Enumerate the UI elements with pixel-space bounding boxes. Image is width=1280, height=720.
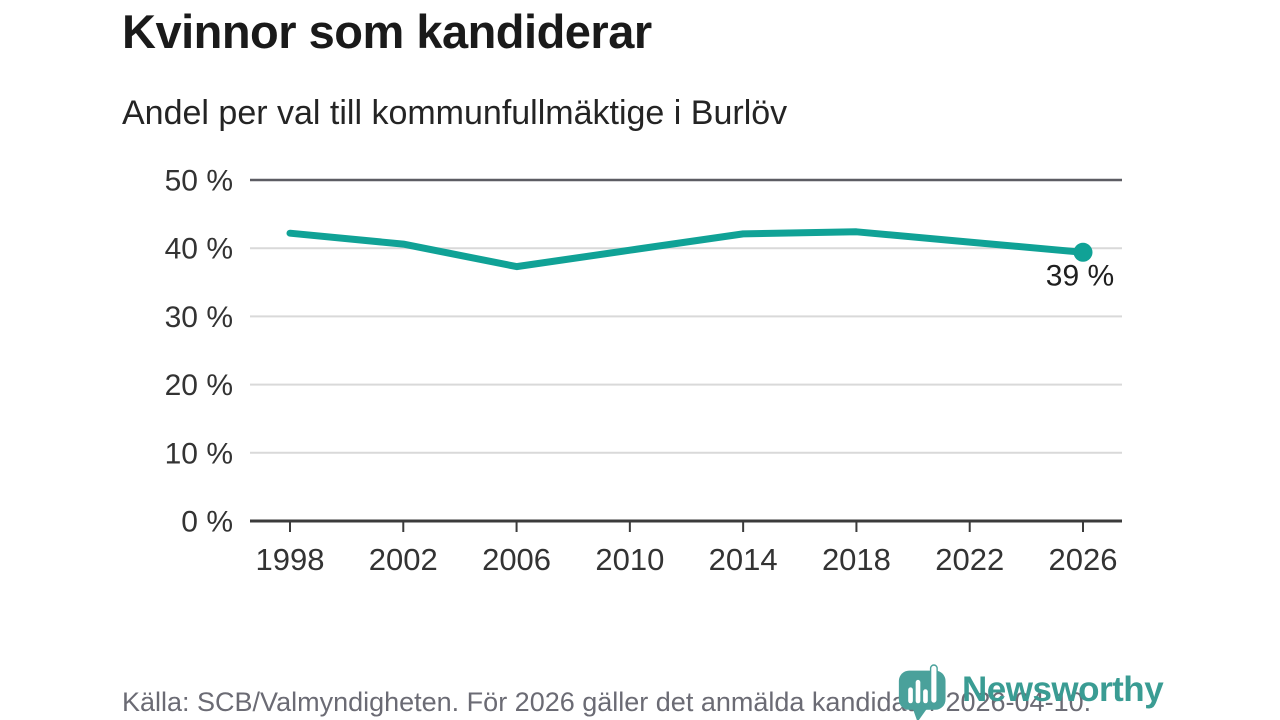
newsworthy-logo-icon [898,664,946,720]
y-tick-label: 0 % [181,506,233,539]
x-tick-label: 2022 [935,542,1004,577]
x-tick-label: 2026 [1049,542,1118,577]
data-line [286,228,1087,271]
endpoint-value-label: 39 % [1046,259,1114,292]
y-tick-label: 50 % [165,165,233,198]
chart-title: Kvinnor som kandiderar [122,5,652,58]
newsworthy-logo-text: Newsworthy [962,670,1164,709]
logo-bar-icon [923,689,928,704]
x-tick-label: 1998 [256,542,325,577]
x-tick-label: 2010 [595,542,664,577]
logo-bar-icon [908,687,913,704]
x-tick-label: 2018 [822,542,891,577]
y-tick-label: 40 % [165,233,233,266]
y-tick-label: 30 % [165,301,233,334]
x-tick-label: 2006 [482,542,551,577]
logo-tall-bar-icon [929,664,938,704]
newsworthy-logo: Newsworthy [897,663,1164,720]
y-tick-label: 10 % [165,437,233,470]
x-tick-label: 2002 [369,542,438,577]
chart-subtitle: Andel per val till kommunfullmäktige i B… [122,94,788,132]
logo-bar-icon [915,679,921,704]
endpoint-dot [1073,242,1093,262]
y-tick-label: 20 % [165,369,233,402]
x-tick-label: 2014 [709,542,778,577]
